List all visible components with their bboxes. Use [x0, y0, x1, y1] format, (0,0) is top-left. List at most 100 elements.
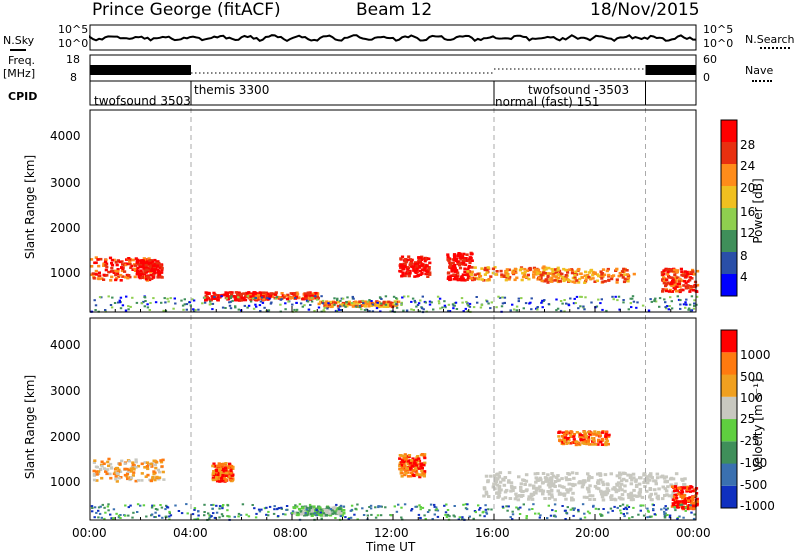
velocity-cell — [95, 473, 99, 476]
velocity-cell — [560, 477, 564, 481]
power-cell — [508, 275, 512, 279]
velocity-cell — [402, 460, 406, 464]
power-cell — [203, 296, 206, 299]
velocity-cell — [567, 472, 572, 476]
power-cell — [466, 268, 470, 271]
velocity-cell — [411, 457, 415, 460]
velocity-cell — [634, 485, 639, 488]
power-cell — [280, 292, 284, 295]
velocity-cell — [222, 477, 226, 480]
power-cell — [110, 263, 115, 267]
power-cell — [167, 300, 170, 303]
power-cell — [532, 266, 536, 270]
cpid-strip-frame — [89, 80, 697, 106]
velocity-cell — [263, 507, 267, 510]
power-cell — [128, 260, 132, 264]
power-cell — [407, 295, 410, 298]
power-cell — [228, 301, 231, 304]
velocity-cell — [111, 517, 115, 520]
velocity-cell — [362, 514, 366, 516]
power-cell — [515, 276, 519, 280]
velocity-cell — [582, 495, 587, 499]
velocity-cell — [691, 505, 695, 509]
velocity-cell — [335, 507, 339, 511]
power-cell — [666, 270, 670, 274]
power-cell — [504, 271, 508, 275]
power-cell — [443, 304, 447, 307]
velocity-cell — [489, 474, 493, 478]
velocity-cell — [660, 508, 663, 511]
power-cell — [601, 308, 604, 311]
power-cell — [554, 271, 559, 274]
velocity-cell — [532, 503, 535, 506]
power-cell — [469, 273, 473, 276]
velocity-cell — [622, 513, 625, 515]
power-cell — [680, 279, 684, 282]
power-cell — [362, 302, 365, 305]
power-cell — [472, 306, 476, 309]
velocity-cell — [546, 490, 550, 493]
power-cell — [174, 302, 177, 305]
velocity-cb-tick-100: 100 — [740, 391, 763, 405]
power-cell — [116, 272, 120, 275]
power-cell — [573, 272, 577, 276]
velocity-cell — [302, 511, 306, 514]
nsky-label: N.Sky — [3, 34, 35, 47]
power-cell — [209, 300, 212, 303]
velocity-cell — [548, 477, 552, 481]
velocity-cell — [643, 485, 647, 488]
velocity-ytick-2000: 2000 — [50, 430, 81, 444]
velocity-cell — [212, 512, 215, 515]
velocity-cell — [210, 515, 213, 518]
power-cell — [191, 298, 194, 301]
velocity-cell — [688, 487, 692, 490]
velocity-cell — [406, 475, 411, 478]
velocity-cell — [342, 505, 345, 508]
velocity-cell — [536, 486, 541, 490]
velocity-cell — [400, 475, 404, 478]
velocity-cell — [303, 506, 307, 510]
velocity-cell — [583, 516, 587, 519]
velocity-cell — [100, 516, 103, 519]
power-cell — [460, 275, 464, 278]
power-cell — [686, 280, 690, 283]
power-cell — [665, 305, 669, 308]
power-cell — [350, 302, 354, 304]
power-colorbar-frame — [720, 119, 738, 297]
velocity-cell — [655, 496, 660, 500]
velocity-cell — [570, 496, 574, 500]
power-cell — [140, 261, 144, 265]
power-cell — [317, 306, 321, 309]
power-cell — [105, 265, 109, 269]
velocity-cell — [569, 508, 572, 511]
power-cell — [143, 296, 147, 299]
velocity-cell — [501, 505, 505, 508]
power-cell — [615, 267, 619, 271]
power-cell — [346, 296, 349, 299]
power-cell — [382, 300, 386, 304]
velocity-cell — [515, 506, 518, 509]
power-cell — [126, 276, 130, 280]
power-cell — [548, 278, 552, 282]
velocity-cell — [203, 503, 206, 506]
nave-legend-line — [752, 80, 772, 82]
velocity-cell — [428, 509, 431, 512]
power-cell — [580, 276, 585, 279]
velocity-cell — [600, 514, 603, 517]
power-cell — [571, 276, 575, 280]
power-cell — [682, 284, 686, 287]
power-cell — [401, 267, 405, 270]
power-cell — [493, 266, 497, 269]
velocity-cell — [553, 485, 557, 488]
power-cell — [379, 305, 383, 308]
power-cell — [140, 272, 144, 275]
power-cell — [420, 307, 424, 310]
power-cell — [111, 269, 115, 273]
power-cell — [599, 302, 602, 305]
velocity-cell — [436, 509, 440, 512]
power-cell — [462, 252, 466, 256]
velocity-cell — [400, 465, 404, 469]
velocity-cell — [174, 504, 177, 507]
power-cell — [155, 261, 159, 265]
power-cell — [667, 276, 671, 279]
